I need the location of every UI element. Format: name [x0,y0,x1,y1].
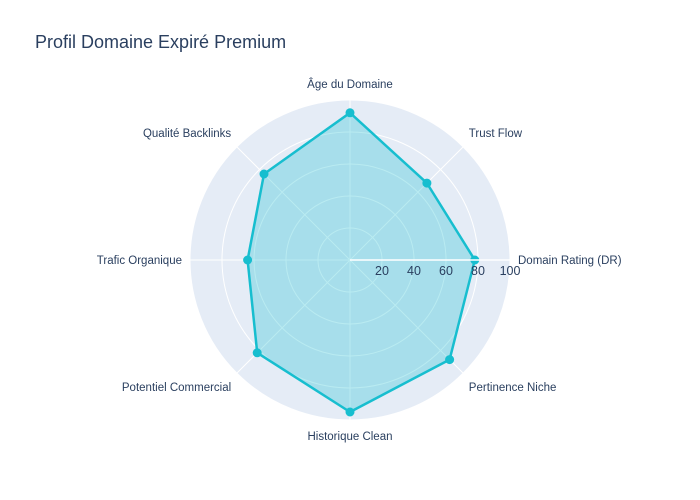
angular-label-8: Pertinence Niche [469,382,557,394]
chart-title: Profil Domaine Expiré Premium [35,32,287,52]
angular-label-4: Qualité Backlinks [143,128,231,140]
data-point-8[interactable] [445,355,455,365]
angular-label-5: Trafic Organique [97,255,182,267]
data-point-3[interactable] [345,108,355,118]
angular-label-7: Historique Clean [307,431,392,443]
data-point-2[interactable] [422,178,432,188]
data-point-7[interactable] [345,407,355,417]
radial-tick-label: 80 [471,264,485,278]
radial-tick-label: 60 [439,264,453,278]
angular-labels: Domain Rating (DR) Trust Flow Âge du Domai… [97,78,622,443]
grid-spoke [236,146,351,261]
angular-label-1: Domain Rating (DR) [518,255,622,267]
radial-tick-label: 40 [407,264,421,278]
grid-spoke [349,146,464,261]
radial-tick-label: 100 [500,264,521,278]
grid-spoke [349,259,464,374]
data-point-5[interactable] [243,255,253,265]
data-point-4[interactable] [259,169,269,179]
radial-ticks: 20 40 60 80 100 [350,259,521,278]
angular-label-3: Âge du Domaine [307,78,393,91]
data-point-6[interactable] [252,348,262,358]
series-layer [243,108,480,417]
radial-tick-label: 20 [375,264,389,278]
angular-label-6: Potentiel Commercial [122,382,231,394]
angular-label-2: Trust Flow [469,128,523,140]
